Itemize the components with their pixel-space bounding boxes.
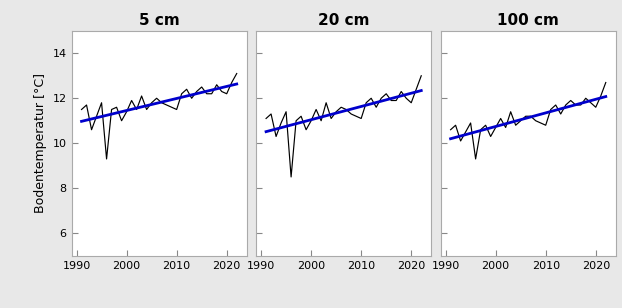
Title: 20 cm: 20 cm	[318, 13, 369, 28]
Y-axis label: Bodentemperatur [°C]: Bodentemperatur [°C]	[34, 73, 47, 213]
Title: 100 cm: 100 cm	[497, 13, 559, 28]
Title: 5 cm: 5 cm	[139, 13, 180, 28]
